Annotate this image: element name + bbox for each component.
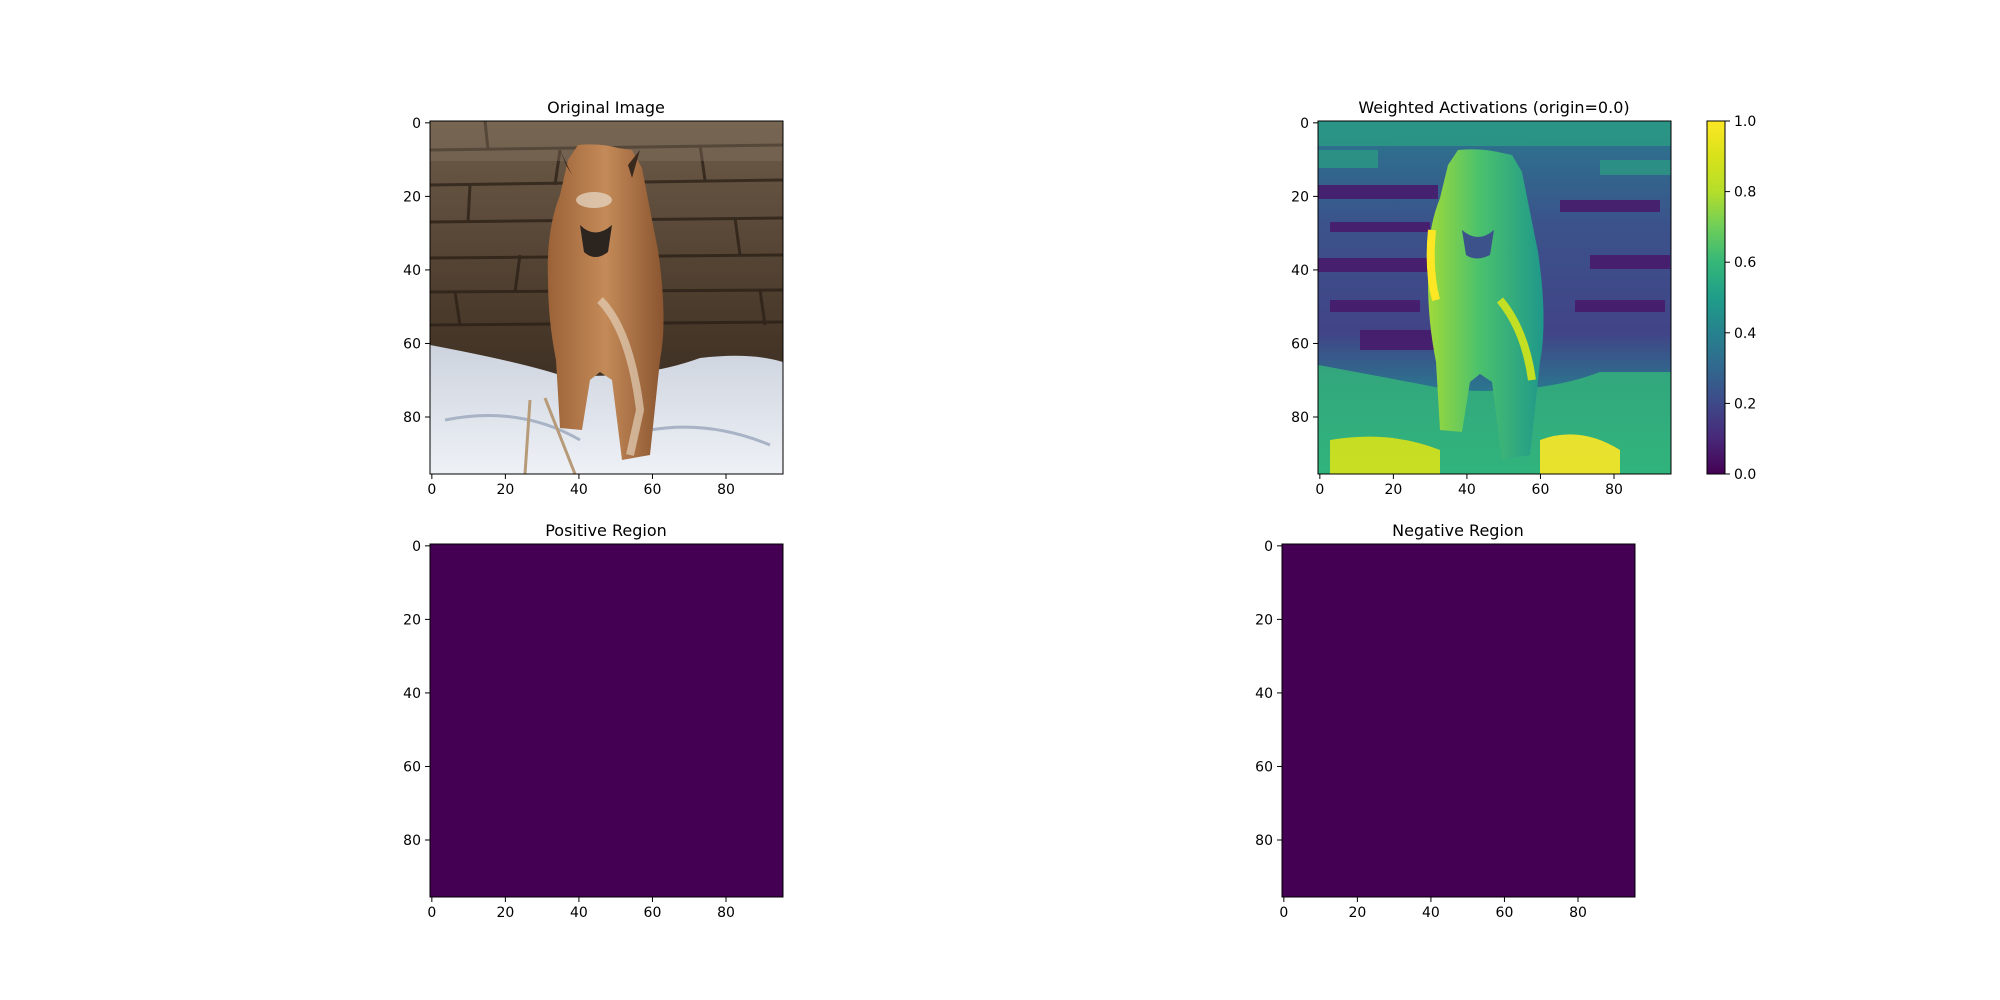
colorbar-gradient bbox=[1706, 120, 1726, 475]
weighted-activations-title: Weighted Activations (origin=0.0) bbox=[1358, 98, 1629, 117]
positive-ytick-label: 0 bbox=[412, 539, 421, 555]
positive-region-title: Positive Region bbox=[545, 521, 667, 540]
negative-ytick-label: 40 bbox=[1255, 686, 1273, 702]
colorbar-tick-label: 0.8 bbox=[1734, 185, 1756, 201]
original-xtick-label: 80 bbox=[717, 482, 735, 498]
positive-ytick-label: 60 bbox=[403, 759, 421, 775]
colorbar-tick-label: 0.4 bbox=[1734, 326, 1756, 342]
negative-region-title: Negative Region bbox=[1392, 521, 1524, 540]
weighted-activations-frame bbox=[1317, 120, 1672, 475]
weighted-ytick-label: 20 bbox=[1291, 189, 1309, 205]
negative-ytick-label: 60 bbox=[1255, 759, 1273, 775]
negative-region-heatmap bbox=[1281, 543, 1636, 898]
original-xtick-label: 20 bbox=[496, 482, 514, 498]
negative-xtick-label: 80 bbox=[1569, 905, 1587, 921]
negative-xtick-label: 40 bbox=[1422, 905, 1440, 921]
original-ytick-label: 80 bbox=[403, 410, 421, 426]
original-xtick-label: 40 bbox=[570, 482, 588, 498]
weighted-activations-heatmap bbox=[1318, 121, 1671, 474]
negative-ytick-label: 20 bbox=[1255, 612, 1273, 628]
negative-ytick-label: 80 bbox=[1255, 833, 1273, 849]
colorbar bbox=[1706, 120, 1726, 475]
negative-ytick-label: 0 bbox=[1264, 539, 1273, 555]
negative-xtick-label: 20 bbox=[1348, 905, 1366, 921]
negative-xtick-label: 0 bbox=[1279, 905, 1288, 921]
positive-region-heatmap bbox=[429, 543, 784, 898]
weighted-ytick-label: 80 bbox=[1291, 410, 1309, 426]
original-ytick-label: 20 bbox=[403, 189, 421, 205]
weighted-xtick-label: 0 bbox=[1315, 482, 1324, 498]
original-image-frame bbox=[429, 120, 784, 475]
weighted-xtick-label: 20 bbox=[1384, 482, 1402, 498]
positive-xtick-label: 0 bbox=[427, 905, 436, 921]
positive-xtick-label: 20 bbox=[496, 905, 514, 921]
weighted-ytick-label: 60 bbox=[1291, 336, 1309, 352]
weighted-ytick-label: 40 bbox=[1291, 263, 1309, 279]
original-ytick-label: 60 bbox=[403, 336, 421, 352]
original-xtick-label: 0 bbox=[427, 482, 436, 498]
axes-original-image: Original Image bbox=[429, 98, 784, 475]
axes-negative-region: Negative Region bbox=[1281, 521, 1636, 898]
weighted-xtick-label: 80 bbox=[1605, 482, 1623, 498]
original-xtick-label: 60 bbox=[644, 482, 662, 498]
original-ytick-label: 0 bbox=[412, 116, 421, 132]
axes-positive-region: Positive Region bbox=[429, 521, 784, 898]
weighted-ytick-label: 0 bbox=[1300, 116, 1309, 132]
axes-weighted-activations: Weighted Activations (origin=0.0) bbox=[1317, 98, 1672, 475]
weighted-xtick-label: 60 bbox=[1532, 482, 1550, 498]
original-ytick-label: 40 bbox=[403, 263, 421, 279]
positive-ytick-label: 20 bbox=[403, 612, 421, 628]
colorbar-tick-label: 1.0 bbox=[1734, 114, 1756, 130]
original-image-title: Original Image bbox=[547, 98, 665, 117]
original-photo bbox=[430, 121, 783, 474]
weighted-xtick-label: 40 bbox=[1458, 482, 1476, 498]
colorbar-tick-label: 0.0 bbox=[1734, 467, 1756, 483]
colorbar-tick-label: 0.2 bbox=[1734, 396, 1756, 412]
positive-ytick-label: 40 bbox=[403, 686, 421, 702]
colorbar-tick-label: 0.6 bbox=[1734, 255, 1756, 271]
negative-xtick-label: 60 bbox=[1496, 905, 1514, 921]
tick-layer: 0 20 40 60 80 0 20 40 60 80 0 20 40 60 80 0 20 40 60 80 0 20 4… bbox=[403, 114, 1756, 921]
positive-xtick-label: 80 bbox=[717, 905, 735, 921]
positive-ytick-label: 80 bbox=[403, 833, 421, 849]
positive-xtick-label: 60 bbox=[644, 905, 662, 921]
positive-xtick-label: 40 bbox=[570, 905, 588, 921]
